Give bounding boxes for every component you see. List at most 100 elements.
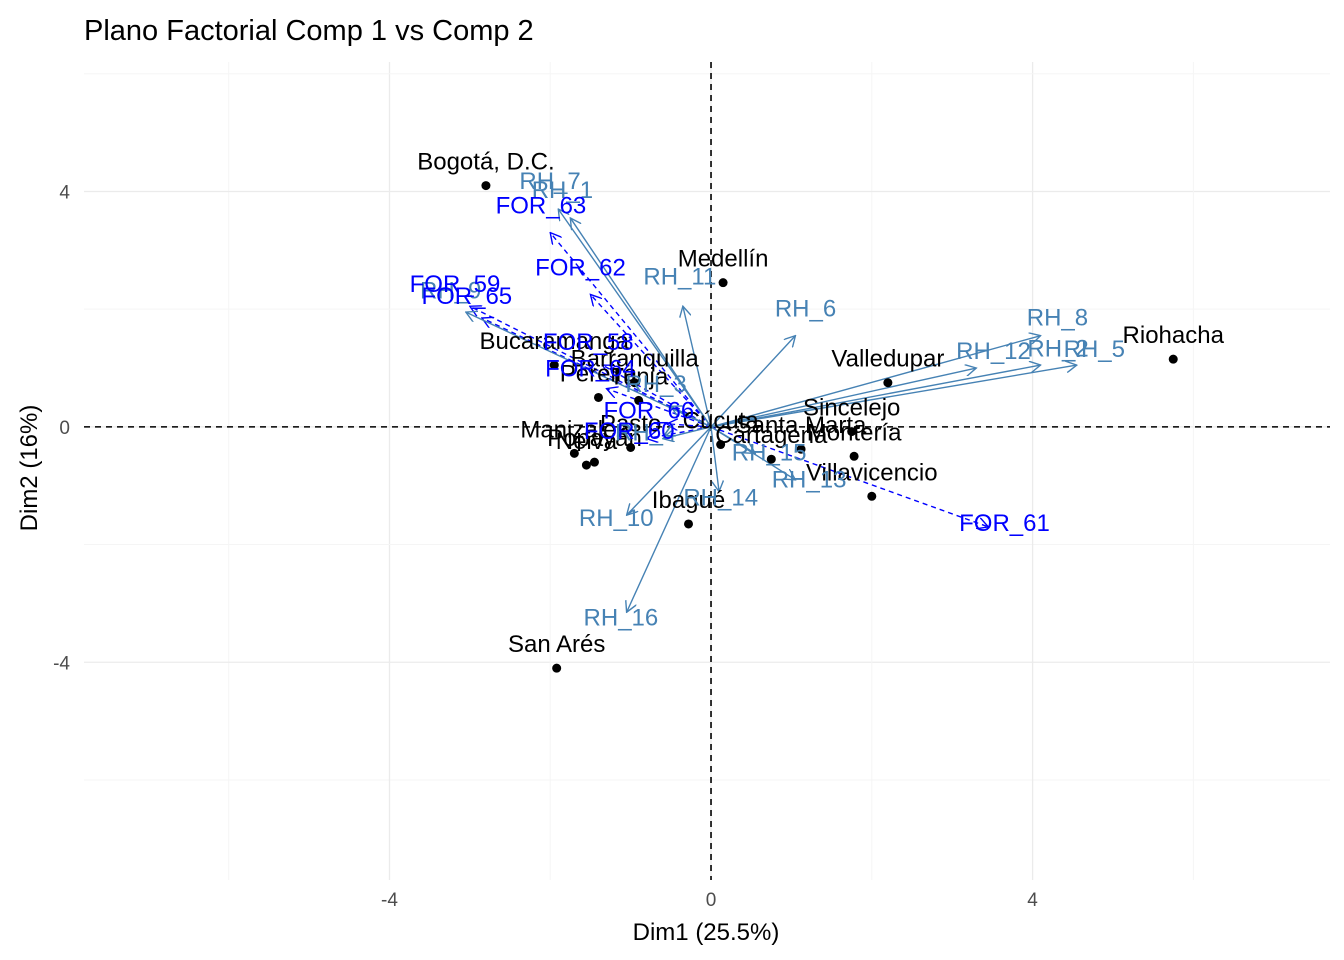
- individual-point: [589, 457, 599, 467]
- chart-title: Plano Factorial Comp 1 vs Comp 2: [84, 15, 534, 47]
- individual-point: [634, 395, 644, 405]
- active-vector-arrow: [710, 368, 976, 428]
- supplementary-vector-label: FOR_61: [959, 510, 1050, 537]
- supplementary-vector-label: FOR_66: [604, 397, 695, 424]
- active-vector-label: RH_10: [579, 505, 654, 532]
- individual-point-label: San Arés: [508, 631, 605, 658]
- active-vector-arrow: [627, 426, 712, 515]
- active-vector-label: RH_5: [1064, 336, 1125, 363]
- individual-point: [867, 491, 877, 501]
- individual-point: [1168, 354, 1178, 364]
- active-vector-arrow: [710, 426, 755, 453]
- active-vector-label: RH_15: [732, 440, 807, 467]
- x-axis-label: Dim1 (25.5%): [633, 919, 780, 946]
- individual-point: [569, 448, 579, 458]
- individual-point: [552, 663, 562, 673]
- individual-point: [481, 181, 491, 191]
- individual-point: [630, 378, 640, 388]
- reference-lines: [84, 62, 1330, 880]
- individual-point-label: Sincelejo: [803, 395, 900, 422]
- active-vector-arrow: [710, 365, 1077, 428]
- individual-point-label: Bucaramanga: [480, 328, 630, 355]
- individual-point-label: Valledupar: [831, 346, 944, 373]
- active-vector-label: RH_8: [1027, 304, 1088, 331]
- individual-point-label: Manizales: [520, 416, 628, 443]
- individual-point-label: Tunja: [609, 363, 669, 390]
- variable-vectors: [466, 209, 1077, 612]
- active-vector-arrow: [627, 426, 712, 612]
- individual-point: [716, 440, 726, 450]
- active-vector-label: RH_3: [625, 371, 686, 398]
- supplementary-vector-arrow: [607, 389, 712, 428]
- active-vector-label: RH_12: [956, 338, 1031, 365]
- individual-point-label: Cartagena: [715, 422, 828, 449]
- individual-point: [849, 451, 859, 461]
- y-axis-label: Dim2 (16%): [16, 405, 43, 532]
- active-vector-label: RH_16: [584, 604, 659, 631]
- supplementary-vector-arrow: [590, 294, 712, 428]
- individual-point-label: Santa Marta: [736, 412, 867, 439]
- active-vector-arrow: [570, 218, 712, 428]
- grid-lines: [84, 62, 1330, 880]
- individual-points: [481, 181, 1178, 673]
- active-vector-label: RH_11: [643, 263, 716, 290]
- active-vector-label: RH_7: [519, 168, 580, 195]
- individual-point-label: Ibagué: [652, 487, 725, 514]
- supplementary-vector-label: FOR_62: [535, 254, 626, 281]
- active-vector-arrow: [663, 426, 712, 439]
- active-vector-arrow: [710, 426, 719, 492]
- individual-point: [684, 519, 694, 529]
- individual-point: [883, 378, 893, 388]
- individual-point: [847, 427, 857, 437]
- individual-point-label: Montería: [807, 419, 902, 446]
- individual-point-label: Villavicencio: [806, 459, 938, 486]
- y-tick-label: 0: [59, 418, 70, 439]
- supplementary-vector-label: FOR_59: [410, 271, 501, 298]
- y-tick-label: 4: [59, 182, 70, 203]
- axis-ticks: -4 0 4 -4 0 4: [53, 182, 1038, 911]
- supplementary-vector-arrow: [482, 318, 712, 428]
- supplementary-vector-arrow: [550, 233, 712, 428]
- active-vector-label: RH_1: [532, 177, 593, 204]
- x-tick-label: 0: [706, 890, 717, 911]
- individual-point-label: Cúcuta: [683, 408, 760, 435]
- supplementary-vector-label: FOR_64: [545, 356, 636, 383]
- individual-point: [581, 460, 591, 470]
- active-vector-label: RH_14: [683, 485, 758, 512]
- active-vector-label: RH_9: [420, 277, 481, 304]
- x-tick-label: -4: [381, 890, 398, 911]
- active-vector-label: RH_4: [615, 419, 676, 446]
- individual-point-label: Barranquilla: [571, 346, 700, 373]
- active-vector-arrow: [710, 336, 1041, 428]
- supplementary-vector-label: FOR_58: [543, 329, 634, 356]
- individual-point-label: Popayán: [547, 425, 642, 452]
- individual-point: [766, 454, 776, 464]
- individual-point-label: Pereira: [560, 360, 638, 387]
- chart-labels: Bogotá, D.C. Medellín BarranquillaBucarama…: [410, 149, 1225, 659]
- individual-point-label: Riohacha: [1123, 322, 1225, 349]
- individual-point-label: Pasto: [600, 410, 661, 437]
- active-vector-label: RH_2: [1027, 336, 1088, 363]
- active-vector-arrow: [710, 365, 1041, 428]
- individual-point: [549, 360, 559, 370]
- supplementary-vector-label: FOR_65: [421, 283, 512, 310]
- supplementary-vector-arrow: [710, 426, 988, 527]
- active-vector-arrow: [683, 306, 712, 428]
- individual-point: [626, 442, 636, 452]
- individual-point: [718, 278, 728, 288]
- y-tick-label: -4: [53, 653, 70, 674]
- x-tick-label: 4: [1027, 890, 1038, 911]
- individual-point-label: Neiva: [556, 428, 618, 455]
- active-vector-label: RH_6: [775, 296, 836, 323]
- individual-point: [593, 392, 603, 402]
- active-vector-arrow: [671, 406, 712, 428]
- supplementary-vector-label: FOR_63: [496, 192, 587, 219]
- supplementary-vector-label: FOR_60: [584, 418, 675, 445]
- individual-point-label: Medellín: [678, 246, 769, 273]
- individual-point: [796, 444, 806, 454]
- active-vector-arrow: [558, 209, 712, 428]
- active-vector-arrow: [710, 336, 795, 428]
- supplementary-vector-arrow: [602, 365, 712, 428]
- supplementary-vector-arrow: [667, 424, 712, 427]
